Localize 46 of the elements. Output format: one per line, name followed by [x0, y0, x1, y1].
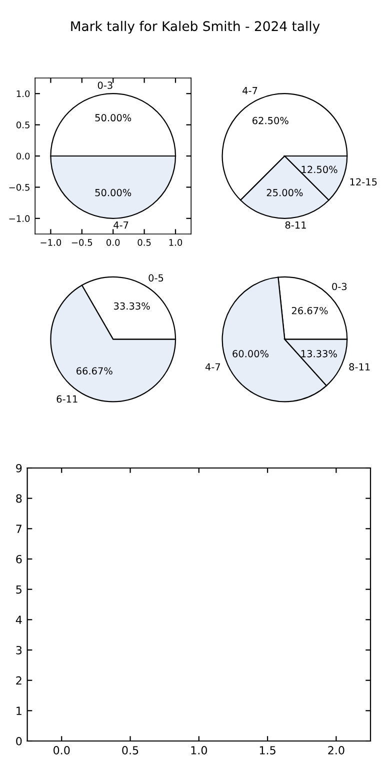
data-label: 60.00% — [232, 350, 268, 358]
y-tick-label: −0.5 — [9, 184, 30, 191]
y-tick-label: 0.0 — [16, 152, 30, 160]
slice-label: 8-11 — [349, 363, 370, 371]
x-tick-label: 2.0 — [328, 746, 344, 754]
x-tick-label: 0.0 — [54, 746, 70, 754]
y-tick-label: 3 — [16, 646, 22, 654]
x-tick-label: 1.0 — [191, 746, 207, 754]
y-tick-label: 6 — [16, 554, 22, 564]
x-tick-label: 0.0 — [106, 239, 120, 246]
y-tick-label: 0 — [16, 736, 22, 746]
x-tick-label: 1.5 — [260, 746, 276, 754]
x-tick-label: 0.5 — [138, 239, 151, 246]
y-tick-label: 1 — [16, 706, 22, 715]
data-label: 33.33% — [114, 302, 150, 310]
y-tick-label: 5 — [16, 585, 22, 594]
y-tick-label: 7 — [16, 524, 22, 533]
slice-label: 0-3 — [332, 282, 347, 290]
slice-label: 4-7 — [242, 87, 258, 94]
x-tick-label: 0.5 — [122, 746, 138, 754]
x-tick-label: 1.0 — [169, 239, 182, 246]
data-label: 26.67% — [292, 306, 328, 314]
legend-label: 0-3 — [98, 82, 112, 89]
slice-label: 8-11 — [285, 221, 306, 229]
y-tick-label: 8 — [16, 494, 22, 503]
data-label: 13.33% — [301, 350, 337, 358]
slice-label: 0-5 — [148, 274, 164, 282]
data-label: 25.00% — [266, 188, 303, 196]
slice-label: 12-15 — [350, 178, 377, 186]
y-tick-label: 2 — [16, 676, 22, 685]
data-label: 12.50% — [302, 166, 338, 174]
chart-title: Mark tally for Kaleb Smith - 2024 tally — [71, 20, 320, 34]
y-tick-label: 4 — [16, 616, 22, 624]
slice-label: 4-7 — [205, 363, 220, 370]
y-tick-label: 1.0 — [16, 90, 30, 98]
x-tick-label: −1.0 — [40, 239, 62, 246]
data-label: 62.50% — [252, 116, 288, 124]
data-label: 66.67% — [76, 367, 112, 375]
y-tick-label: −1.0 — [9, 215, 30, 222]
y-tick-label: 9 — [16, 464, 22, 472]
data-label: 50.00% — [95, 114, 132, 122]
data-label: 50.00% — [95, 188, 132, 196]
slice-label: 6-11 — [56, 395, 78, 403]
x-tick-label: −0.5 — [72, 239, 92, 246]
slice-label: 4-7 — [114, 221, 128, 229]
y-tick-label: 0.5 — [16, 122, 30, 128]
